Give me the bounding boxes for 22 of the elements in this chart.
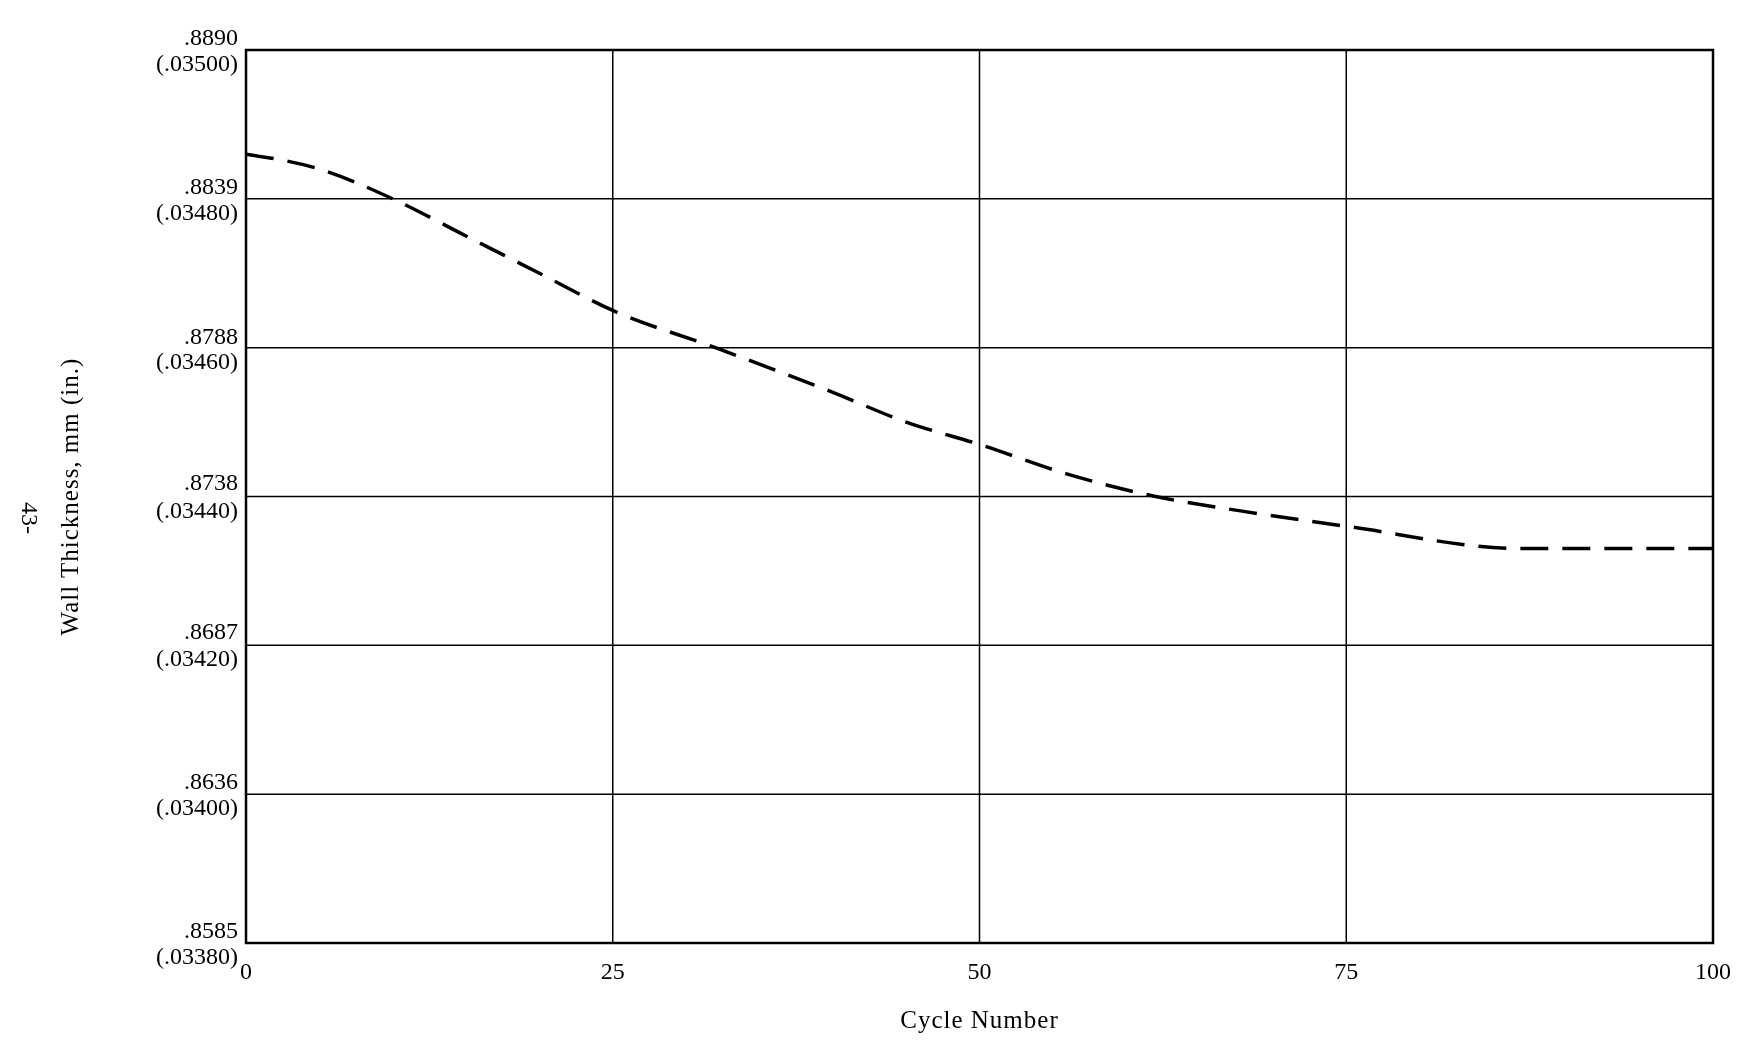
y2-tick-label: .8585	[184, 917, 238, 943]
y-tick-label: (.03460)	[156, 347, 238, 374]
y-tick-label: (.03440)	[156, 496, 238, 523]
text: 43-	[17, 502, 43, 534]
x-axis-title: Cycle Number	[900, 1006, 1059, 1033]
x-tick-label: 100	[1695, 958, 1731, 984]
y-tick-label: (.03420)	[156, 645, 238, 672]
y-tick-label: (.03380)	[156, 943, 238, 969]
y2-tick-label: .8687	[184, 618, 238, 645]
y-tick-label: (.03500)	[156, 50, 238, 76]
x-tick-label: 75	[1334, 958, 1359, 984]
y2-tick-label: .8788	[184, 322, 238, 349]
x-tick-label: 25	[600, 958, 625, 984]
x-tick-label: 50	[967, 958, 992, 984]
y2-tick-label: .8890	[184, 24, 238, 50]
y2-tick-label: .8738	[184, 469, 238, 496]
y-tick-label: (.03480)	[156, 198, 238, 225]
y2-tick-label: .8636	[184, 767, 238, 794]
x-tick-label: 0	[240, 958, 252, 984]
y2-tick-label: .8839	[184, 173, 238, 200]
y-tick-label: (.03400)	[156, 794, 238, 821]
y-axis-title: Wall Thickness, mm (in.)	[56, 357, 84, 636]
